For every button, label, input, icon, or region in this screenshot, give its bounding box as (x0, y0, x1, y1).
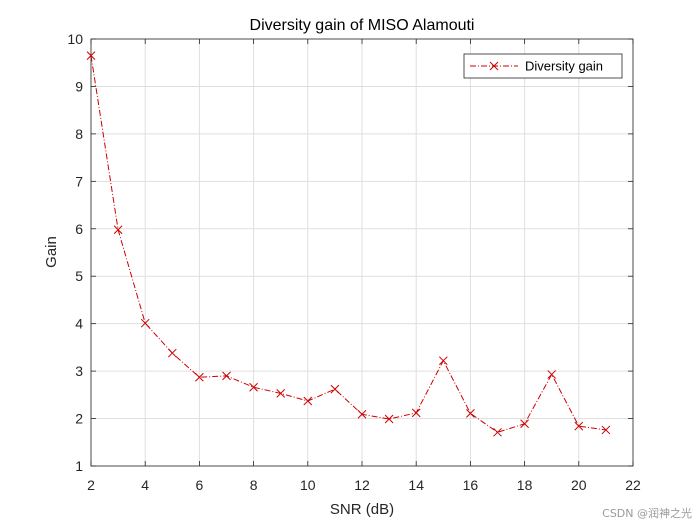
y-tick-label: 8 (75, 126, 83, 142)
y-tick-label: 9 (75, 78, 83, 94)
data-point-marker (303, 396, 313, 406)
series-line (90, 55, 606, 433)
legend: Diversity gain (463, 53, 623, 79)
chart-title: Diversity gain of MISO Alamouti (250, 17, 475, 34)
data-point-marker (140, 318, 150, 328)
data-point-marker (113, 225, 123, 235)
data-point-marker (384, 414, 394, 424)
data-point-marker (167, 348, 177, 358)
y-tick-label: 1 (75, 458, 83, 474)
x-tick-label: 8 (250, 477, 258, 493)
series-layer (86, 51, 611, 437)
legend-box (463, 53, 623, 79)
legend-label: Diversity gain (525, 59, 603, 74)
data-point-marker (601, 425, 611, 435)
y-tick-label: 2 (75, 411, 83, 427)
data-point-marker (330, 384, 340, 394)
legend-marker-x (489, 61, 499, 71)
x-tick-label: 4 (141, 477, 149, 493)
y-tick-label: 3 (75, 363, 83, 379)
data-point-marker (520, 419, 529, 429)
x-tick-label: 6 (196, 477, 204, 493)
x-tick-label: 18 (517, 477, 533, 493)
y-tick-label: 7 (75, 173, 83, 189)
y-axis-label: Gain (43, 236, 60, 268)
data-point-marker (357, 409, 367, 419)
x-tick-label: 12 (354, 477, 370, 493)
data-point-marker (547, 370, 557, 379)
data-point-marker (466, 408, 475, 418)
data-point-marker (249, 382, 258, 392)
y-tick-label: 5 (75, 268, 83, 284)
data-point-marker (86, 51, 96, 60)
y-tick-labels: 1 2 3 4 5 6 7 8 9 10 (67, 31, 83, 474)
data-point-marker (411, 408, 421, 418)
y-tick-label: 4 (75, 316, 83, 332)
tick-marks (90, 38, 634, 467)
y-tick-label: 10 (67, 31, 83, 47)
x-tick-label: 10 (300, 477, 316, 493)
x-axis-label: SNR (dB) (330, 501, 394, 518)
data-point-marker (276, 389, 286, 398)
y-tick-label: 6 (75, 221, 83, 237)
x-tick-label: 20 (571, 477, 587, 493)
x-tick-label: 2 (87, 477, 95, 493)
data-point-marker (222, 371, 231, 381)
x-tick-label: 14 (408, 477, 424, 493)
x-tick-label: 22 (625, 477, 641, 493)
watermark: CSDN @润神之光 (602, 507, 692, 520)
x-tick-labels: 2 4 6 8 10 12 14 16 18 20 22 (87, 477, 641, 493)
data-point-marker (574, 421, 584, 431)
data-point-marker (438, 356, 448, 366)
x-tick-label: 16 (463, 477, 479, 493)
data-point-marker (493, 427, 502, 437)
data-point-marker (195, 372, 204, 382)
